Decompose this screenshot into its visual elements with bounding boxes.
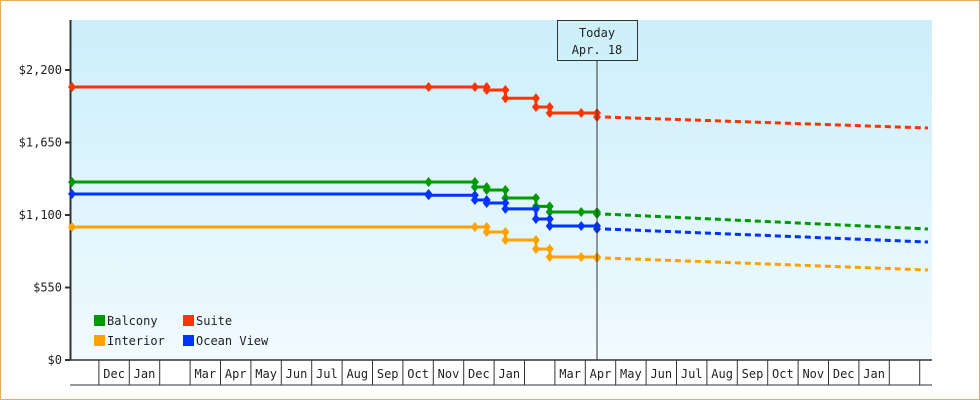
legend-label: Balcony: [107, 314, 158, 328]
data-point: [470, 194, 479, 205]
x-tick-label: Dec: [103, 367, 125, 381]
data-point: [501, 184, 510, 195]
x-tick-label: Jul: [316, 367, 338, 381]
data-point: [501, 235, 510, 246]
x-tick-label: Nov: [438, 367, 460, 381]
data-point: [424, 190, 433, 201]
x-tick-label: Oct: [407, 367, 429, 381]
x-tick-label: Apr: [590, 367, 612, 381]
data-point: [545, 201, 554, 212]
x-tick-label: Mar: [194, 367, 216, 381]
data-point: [545, 244, 554, 255]
data-point: [545, 252, 554, 263]
x-tick-label: Dec: [833, 367, 855, 381]
x-axis: Dec Jan Mar Apr May Jun Jul Aug Sep Oct Nov Dec Jan M…: [70, 359, 932, 386]
data-point: [67, 221, 76, 232]
data-point: [424, 82, 433, 93]
today-date: Apr. 18: [572, 43, 623, 57]
data-point: [545, 107, 554, 118]
data-point: [531, 203, 540, 214]
data-point: [424, 177, 433, 188]
x-tick-label: Mar: [559, 367, 581, 381]
legend: Balcony Suite Interior Ocean View: [94, 314, 269, 348]
y-axis: $0 $550 $1,100 $1,650 $2,200: [19, 20, 72, 367]
x-tick-label: Jan: [863, 367, 885, 381]
data-point: [577, 252, 586, 263]
data-point: [67, 189, 76, 200]
data-point: [545, 213, 554, 224]
today-label: Today: [579, 26, 615, 40]
x-tick-label: Dec: [468, 367, 490, 381]
x-tick-label: Aug: [346, 367, 368, 381]
data-point: [545, 206, 554, 217]
legend-label: Ocean View: [196, 334, 269, 348]
data-point: [501, 227, 510, 238]
x-tick-label: Jan: [134, 367, 156, 381]
data-point: [501, 198, 510, 209]
x-tick-label: May: [620, 367, 642, 381]
x-tick-label: Nov: [802, 367, 824, 381]
data-point: [577, 220, 586, 231]
forecast-line: [604, 115, 929, 130]
y-tick-label: $1,100: [19, 208, 62, 222]
data-point: [501, 93, 510, 104]
data-point: [531, 235, 540, 246]
data-point: [470, 221, 479, 232]
data-point: [531, 102, 540, 113]
legend-swatch: [94, 315, 105, 326]
data-point: [531, 244, 540, 255]
x-tick-label: Jun: [650, 367, 672, 381]
data-point: [501, 203, 510, 214]
data-point: [482, 85, 491, 96]
data-point: [482, 227, 491, 238]
data-point: [501, 192, 510, 203]
data-point: [531, 213, 540, 224]
x-tick-label: Apr: [225, 367, 247, 381]
legend-label: Suite: [196, 314, 232, 328]
data-point: [482, 221, 491, 232]
series-layer: [67, 82, 929, 272]
y-tick-label: $550: [33, 281, 62, 295]
x-tick-label: Jul: [681, 367, 703, 381]
data-point: [545, 220, 554, 231]
data-point: [545, 102, 554, 113]
data-point: [577, 206, 586, 217]
x-tick-label: Aug: [711, 367, 733, 381]
x-tick-label: Sep: [377, 367, 399, 381]
legend-swatch: [183, 335, 194, 346]
data-point: [67, 82, 76, 93]
data-point: [501, 85, 510, 96]
data-point: [470, 82, 479, 93]
x-tick-label: Oct: [772, 367, 794, 381]
series-interior: [67, 221, 929, 272]
data-point: [67, 177, 76, 188]
data-point: [470, 177, 479, 188]
legend-swatch: [94, 335, 105, 346]
data-point: [577, 107, 586, 118]
y-tick-label: $1,650: [19, 136, 62, 150]
series-balcony: [67, 177, 929, 231]
x-tick-label: Jan: [498, 367, 520, 381]
today-box: [557, 20, 638, 61]
x-tick-label: May: [255, 367, 277, 381]
forecast-line: [604, 227, 929, 244]
forecast-line: [604, 256, 929, 272]
forecast-line: [604, 212, 929, 231]
today-marker: Today Apr. 18: [557, 20, 638, 360]
data-point: [470, 182, 479, 193]
data-point: [482, 184, 491, 195]
legend-label: Interior: [107, 334, 165, 348]
x-tick-label: Sep: [742, 367, 764, 381]
data-point: [531, 192, 540, 203]
data-point: [482, 198, 491, 209]
data-point: [531, 93, 540, 104]
legend-swatch: [183, 315, 194, 326]
y-tick-label: $0: [48, 353, 62, 367]
y-tick-label: $2,200: [19, 63, 62, 77]
x-tick-label: Jun: [286, 367, 308, 381]
